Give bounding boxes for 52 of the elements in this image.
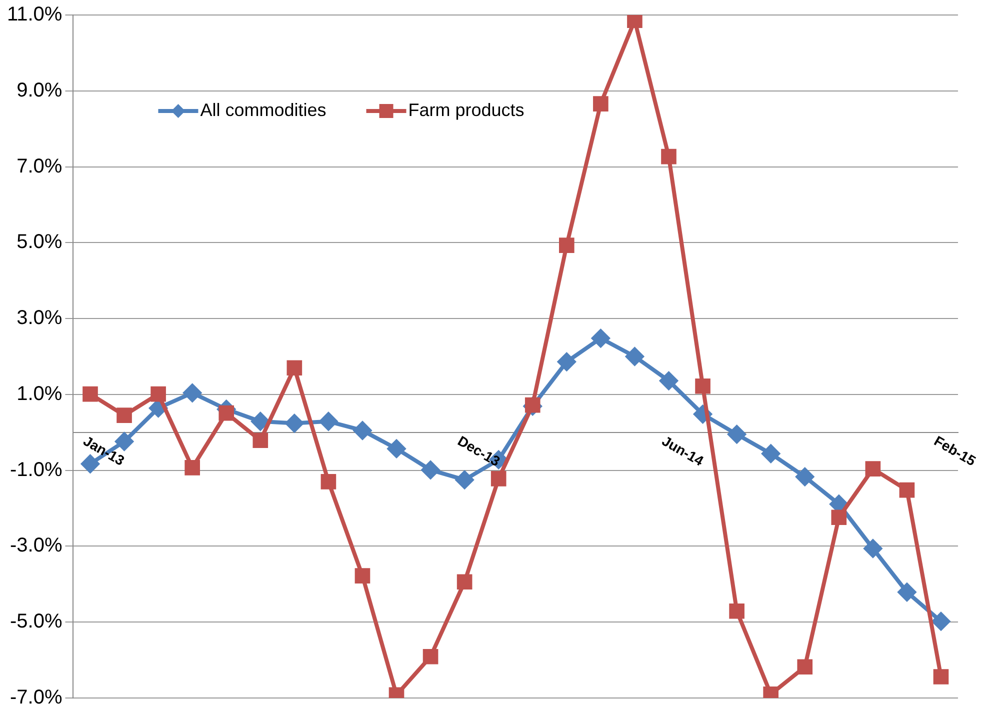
point <box>729 603 744 619</box>
point <box>933 669 949 684</box>
point <box>184 460 200 476</box>
legend-label: All commodities <box>200 100 326 120</box>
point <box>695 378 710 394</box>
y-tick-label: 11.0% <box>6 4 62 26</box>
point <box>116 408 132 423</box>
point <box>286 360 302 376</box>
y-tick-label: -7.0% <box>10 686 62 709</box>
point <box>388 440 406 458</box>
point <box>353 421 372 440</box>
y-tick-label: 5.0% <box>16 231 62 254</box>
point <box>932 612 950 630</box>
y-tick-label: -1.0% <box>10 458 62 481</box>
point <box>251 412 270 430</box>
point <box>762 444 780 463</box>
point <box>797 659 813 675</box>
point <box>796 468 814 486</box>
point <box>354 568 370 584</box>
y-tick-label: 3.0% <box>16 307 62 330</box>
point <box>899 482 915 498</box>
point <box>456 574 472 590</box>
point <box>456 470 474 489</box>
point <box>865 461 881 476</box>
point <box>660 372 678 390</box>
point <box>422 460 440 479</box>
point <box>864 540 882 558</box>
point <box>218 405 234 421</box>
point <box>150 386 166 402</box>
point <box>592 329 610 348</box>
point <box>661 148 676 164</box>
y-tick-label: 9.0% <box>16 79 62 102</box>
point <box>82 386 98 402</box>
point <box>559 238 574 253</box>
point <box>490 471 506 486</box>
point <box>285 414 304 432</box>
point <box>320 474 336 490</box>
point <box>728 425 746 444</box>
point <box>558 352 576 371</box>
point <box>898 583 916 602</box>
legend-label: Farm products <box>408 100 524 120</box>
point <box>319 412 338 430</box>
point <box>422 648 438 664</box>
point <box>183 384 202 402</box>
point <box>593 96 608 112</box>
y-tick-label: -5.0% <box>10 610 62 633</box>
y-tick-label: 7.0% <box>16 155 62 178</box>
y-tick-label: 1.0% <box>16 382 62 405</box>
point <box>252 432 268 448</box>
y-tick-label: -3.0% <box>10 534 62 557</box>
point <box>831 510 847 526</box>
point <box>626 348 644 366</box>
